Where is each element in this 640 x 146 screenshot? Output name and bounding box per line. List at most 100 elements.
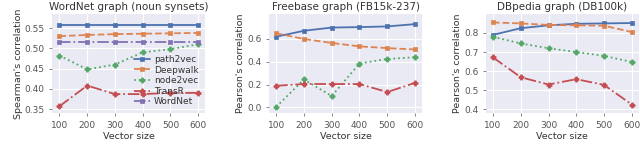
Deepwalk bbox=[545, 24, 552, 26]
path2vec bbox=[300, 30, 308, 32]
Y-axis label: Pearson's correlation: Pearson's correlation bbox=[453, 14, 462, 113]
Line: TransR: TransR bbox=[274, 80, 417, 94]
TransR bbox=[328, 83, 335, 85]
path2vec bbox=[273, 36, 280, 38]
path2vec bbox=[411, 23, 419, 25]
WordNet bbox=[195, 41, 202, 43]
Deepwalk bbox=[411, 49, 419, 50]
TransR bbox=[139, 93, 147, 95]
TransR bbox=[166, 92, 174, 94]
Deepwalk bbox=[111, 33, 119, 35]
node2vec bbox=[545, 47, 552, 49]
path2vec bbox=[195, 24, 202, 26]
path2vec bbox=[83, 24, 91, 26]
TransR bbox=[489, 57, 497, 58]
node2vec bbox=[600, 55, 608, 57]
path2vec bbox=[517, 27, 525, 29]
TransR bbox=[195, 92, 202, 94]
node2vec bbox=[411, 56, 419, 58]
WordNet bbox=[56, 41, 63, 43]
path2vec bbox=[139, 24, 147, 26]
path2vec bbox=[166, 24, 174, 26]
node2vec bbox=[195, 43, 202, 45]
node2vec bbox=[383, 58, 391, 60]
path2vec bbox=[489, 34, 497, 36]
path2vec bbox=[356, 26, 364, 28]
Y-axis label: Pearson's correlation: Pearson's correlation bbox=[236, 14, 245, 113]
TransR bbox=[111, 93, 119, 95]
Deepwalk bbox=[195, 32, 202, 34]
Deepwalk bbox=[383, 47, 391, 49]
path2vec bbox=[600, 22, 608, 24]
Deepwalk bbox=[300, 38, 308, 40]
Y-axis label: Spearman's correlation: Spearman's correlation bbox=[13, 8, 22, 119]
node2vec bbox=[489, 36, 497, 38]
path2vec bbox=[545, 24, 552, 26]
Legend: path2vec, Deepwalk, node2vec, TransR, WordNet: path2vec, Deepwalk, node2vec, TransR, Wo… bbox=[130, 51, 202, 110]
Line: node2vec: node2vec bbox=[274, 55, 417, 109]
TransR bbox=[628, 104, 636, 105]
Line: node2vec: node2vec bbox=[491, 34, 634, 64]
path2vec bbox=[328, 27, 335, 28]
path2vec bbox=[383, 26, 391, 27]
Title: WordNet graph (noun synsets): WordNet graph (noun synsets) bbox=[49, 2, 209, 12]
Deepwalk bbox=[273, 32, 280, 34]
node2vec bbox=[300, 79, 308, 80]
node2vec bbox=[356, 63, 364, 64]
TransR bbox=[517, 76, 525, 78]
WordNet bbox=[139, 41, 147, 43]
node2vec bbox=[572, 51, 580, 53]
Deepwalk bbox=[328, 42, 335, 44]
TransR bbox=[383, 91, 391, 93]
Line: Deepwalk: Deepwalk bbox=[57, 31, 200, 38]
node2vec bbox=[139, 52, 147, 53]
Deepwalk bbox=[356, 46, 364, 47]
Line: TransR: TransR bbox=[491, 55, 634, 107]
WordNet bbox=[111, 41, 119, 43]
node2vec bbox=[83, 68, 91, 70]
TransR bbox=[356, 83, 364, 85]
Deepwalk bbox=[56, 35, 63, 37]
Line: path2vec: path2vec bbox=[274, 22, 417, 39]
TransR bbox=[545, 84, 552, 85]
Deepwalk bbox=[600, 25, 608, 27]
X-axis label: Vector size: Vector size bbox=[103, 132, 155, 141]
Deepwalk bbox=[489, 22, 497, 23]
Line: WordNet: WordNet bbox=[57, 40, 200, 45]
node2vec bbox=[56, 55, 63, 57]
TransR bbox=[273, 85, 280, 87]
path2vec bbox=[111, 24, 119, 26]
Line: path2vec: path2vec bbox=[491, 21, 634, 37]
Deepwalk bbox=[83, 34, 91, 36]
Line: node2vec: node2vec bbox=[57, 42, 200, 72]
node2vec bbox=[166, 48, 174, 50]
X-axis label: Vector size: Vector size bbox=[319, 132, 372, 141]
TransR bbox=[56, 105, 63, 107]
Line: TransR: TransR bbox=[57, 83, 200, 109]
Title: DBpedia graph (DB100k): DBpedia graph (DB100k) bbox=[497, 2, 627, 12]
Deepwalk bbox=[517, 22, 525, 24]
Deepwalk bbox=[572, 24, 580, 26]
path2vec bbox=[572, 23, 580, 25]
WordNet bbox=[83, 41, 91, 43]
path2vec bbox=[628, 22, 636, 24]
path2vec bbox=[56, 24, 63, 26]
node2vec bbox=[517, 43, 525, 44]
Deepwalk bbox=[166, 32, 174, 34]
Title: Freebase graph (FB15k-237): Freebase graph (FB15k-237) bbox=[271, 2, 420, 12]
WordNet bbox=[166, 41, 174, 43]
node2vec bbox=[328, 95, 335, 97]
Line: Deepwalk: Deepwalk bbox=[491, 20, 634, 34]
Line: path2vec: path2vec bbox=[57, 23, 200, 27]
TransR bbox=[83, 85, 91, 86]
node2vec bbox=[628, 61, 636, 63]
Line: Deepwalk: Deepwalk bbox=[274, 31, 417, 52]
TransR bbox=[600, 84, 608, 86]
TransR bbox=[572, 78, 580, 80]
X-axis label: Vector size: Vector size bbox=[536, 132, 588, 141]
Deepwalk bbox=[628, 31, 636, 33]
node2vec bbox=[273, 106, 280, 108]
Deepwalk bbox=[139, 33, 147, 35]
TransR bbox=[300, 83, 308, 85]
node2vec bbox=[111, 64, 119, 65]
